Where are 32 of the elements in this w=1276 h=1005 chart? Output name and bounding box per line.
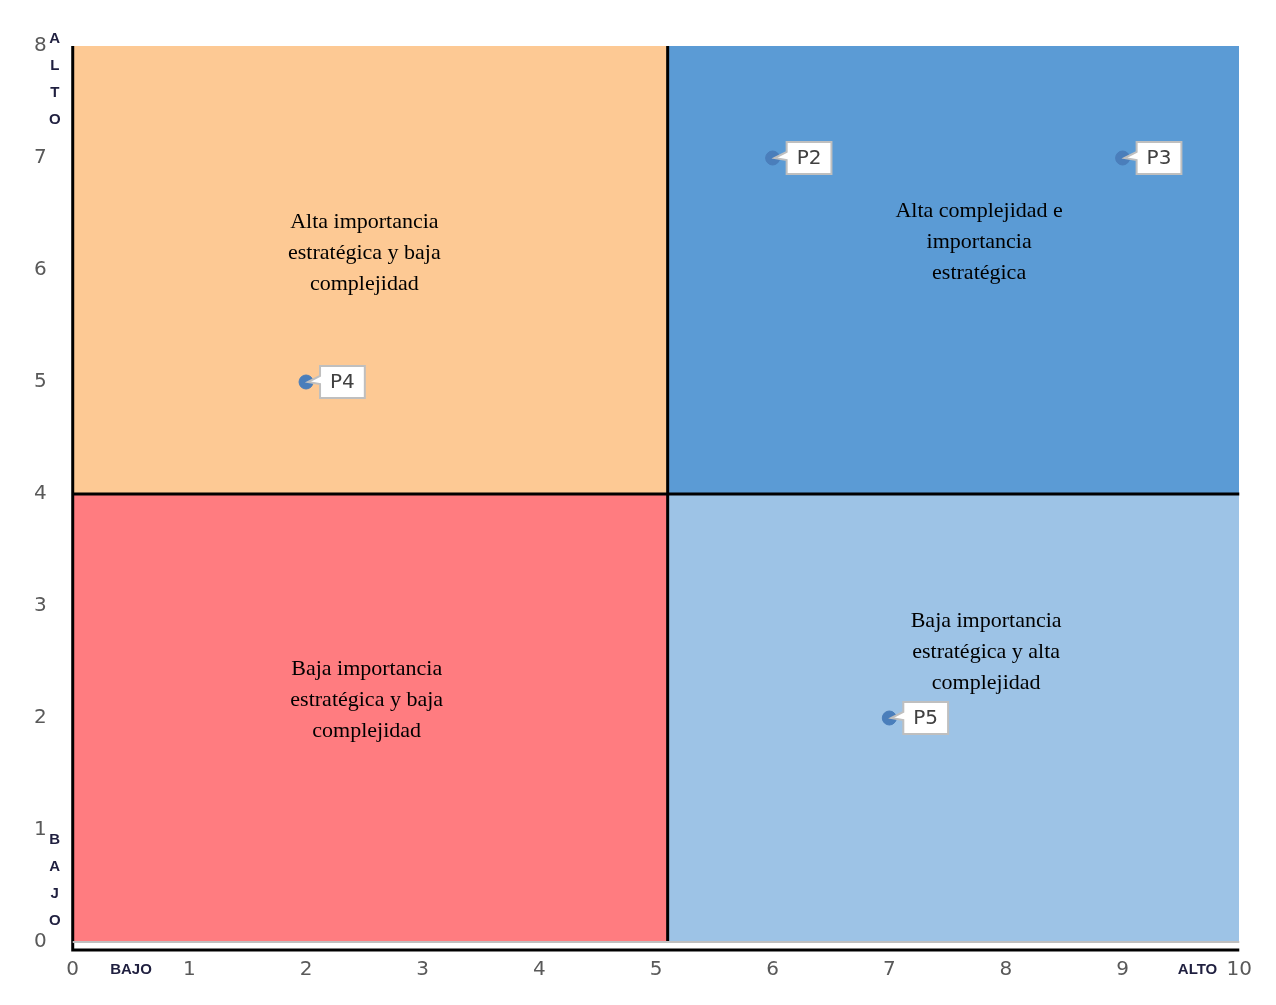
y-tick-label: 2: [33, 704, 47, 729]
x-tick-label: 9: [1116, 956, 1129, 981]
data-label: P5: [913, 705, 939, 730]
text: ALTO: [48, 29, 61, 128]
y-tick-label: 4: [33, 480, 47, 505]
annotation: Baja importancia estratégica y baja complejidad: [290, 654, 444, 742]
x-tick-label: 4: [532, 956, 546, 981]
y-tick-label: 3: [33, 592, 47, 617]
x-tick-label: 2: [299, 956, 313, 981]
annotation: Alta complejidad e importancia estratégica: [895, 196, 1063, 284]
annotation: Alta importancia estratégica y baja complejidad: [288, 207, 441, 295]
x-tick-label: 5: [649, 956, 663, 981]
y-tick-label: 8: [33, 32, 47, 57]
text: ALTO: [1177, 960, 1218, 978]
y-tick-label: 7: [33, 144, 47, 169]
x-tick-label: 3: [416, 956, 430, 981]
data-label: P3: [1146, 145, 1172, 170]
x-tick-label: 1: [183, 956, 196, 981]
text: BAJO: [48, 830, 61, 929]
x-tick-label: 8: [999, 956, 1013, 981]
y-tick-label: 6: [33, 256, 47, 281]
data-label: P4: [330, 369, 355, 394]
y-tick-label: 5: [33, 368, 47, 393]
x-tick-label: 7: [882, 956, 896, 981]
y-tick-label: 1: [33, 816, 47, 841]
x-tick-label: 6: [766, 956, 780, 981]
data-label: P2: [796, 145, 822, 170]
text: BAJO: [110, 960, 153, 978]
annotation: Baja importancia estratégica y alta complejidad: [910, 606, 1062, 694]
x-tick-label: 10: [1226, 956, 1252, 981]
x-tick-label: 0: [66, 956, 80, 981]
y-tick-label: 0: [33, 928, 47, 953]
